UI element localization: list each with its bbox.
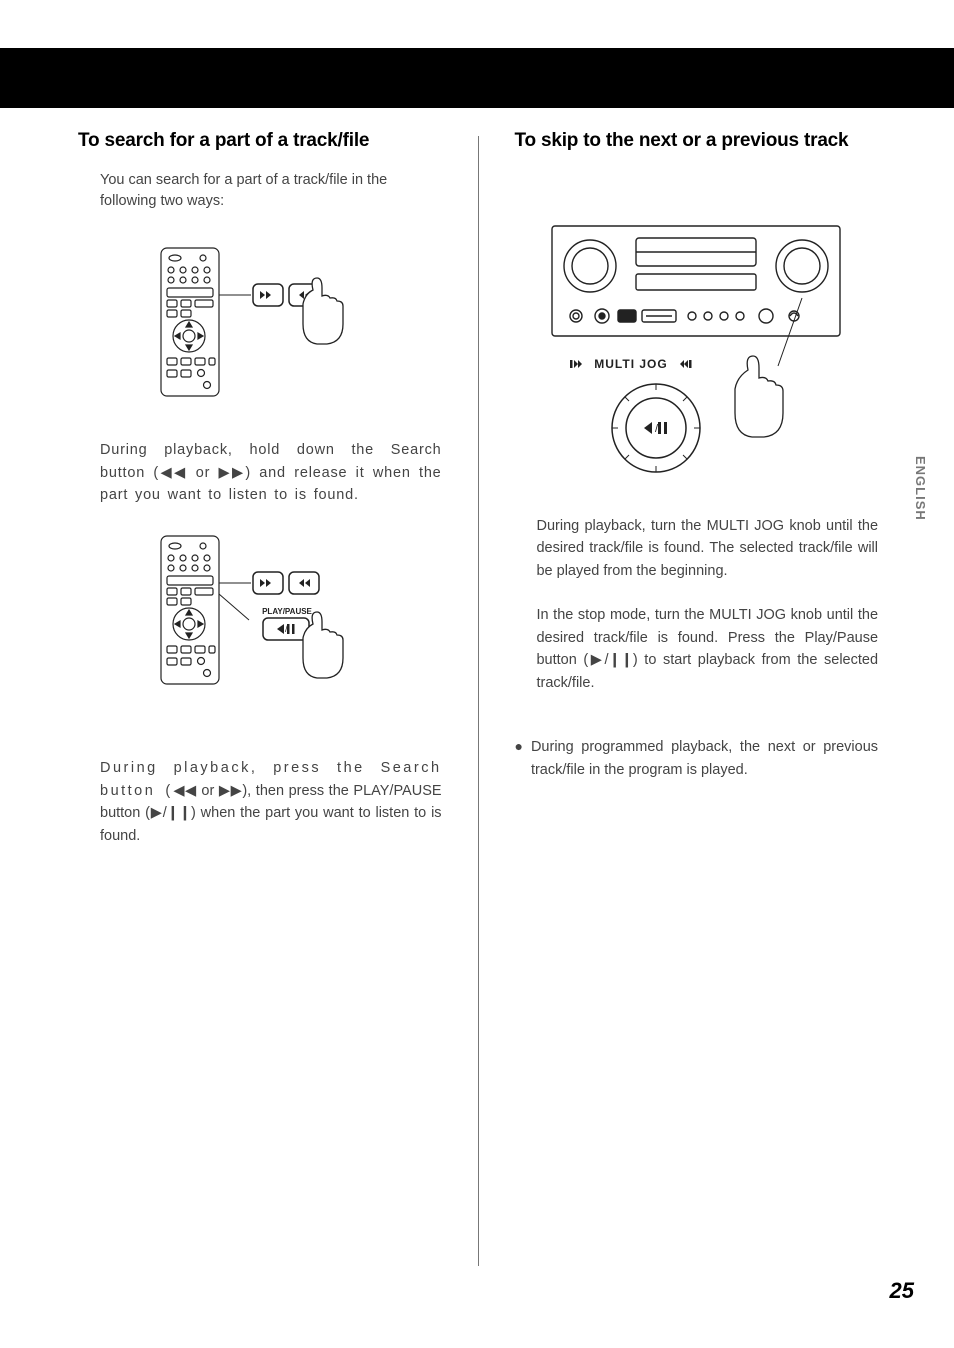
page-number: 25: [890, 1278, 914, 1304]
play-pause-icon: ▶/❙❙: [150, 805, 191, 821]
left-para-1: During playback, hold down the Search bu…: [100, 439, 442, 506]
language-tab: ENGLISH: [913, 456, 928, 521]
right-bullet: ● During programmed playback, the next o…: [514, 736, 878, 781]
left-heading: To search for a part of a track/file: [78, 130, 442, 152]
text: or: [187, 465, 218, 481]
left-para-2: During playback, press the Search button…: [100, 757, 442, 847]
ffw-icon: ▶▶: [219, 783, 242, 799]
right-heading: To skip to the next or a previous track: [514, 130, 878, 152]
illus-remote-playpause: PLAY/PAUSE /: [100, 528, 442, 723]
left-column: To search for a part of a track/file You…: [78, 130, 442, 1266]
illus-device-jog: MULTI JOG: [514, 216, 878, 481]
play-pause-label: PLAY/PAUSE: [262, 607, 312, 616]
play-pause-icon: ▶/❙❙: [588, 652, 633, 668]
right-column: To skip to the next or a previous track: [514, 130, 878, 1266]
rew-icon: ◀◀: [173, 783, 197, 799]
illus-remote-search: [100, 240, 442, 405]
ffw-icon: ▶▶: [219, 465, 246, 481]
rew-icon: ◀◀: [159, 465, 187, 481]
header-black-band: [0, 48, 954, 108]
column-divider: [478, 136, 479, 1266]
multi-jog-label: MULTI JOG: [595, 357, 668, 371]
text: or: [197, 783, 219, 799]
right-para-2: In the stop mode, turn the MULTI JOG kno…: [536, 604, 878, 694]
bullet-icon: ●: [514, 736, 522, 781]
right-para-1: During playback, turn the MULTI JOG knob…: [536, 515, 878, 582]
bullet-text: During programmed playback, the next or …: [531, 736, 878, 781]
main-content: To search for a part of a track/file You…: [78, 130, 878, 1266]
left-intro: You can search for a part of a track/fil…: [100, 170, 442, 212]
